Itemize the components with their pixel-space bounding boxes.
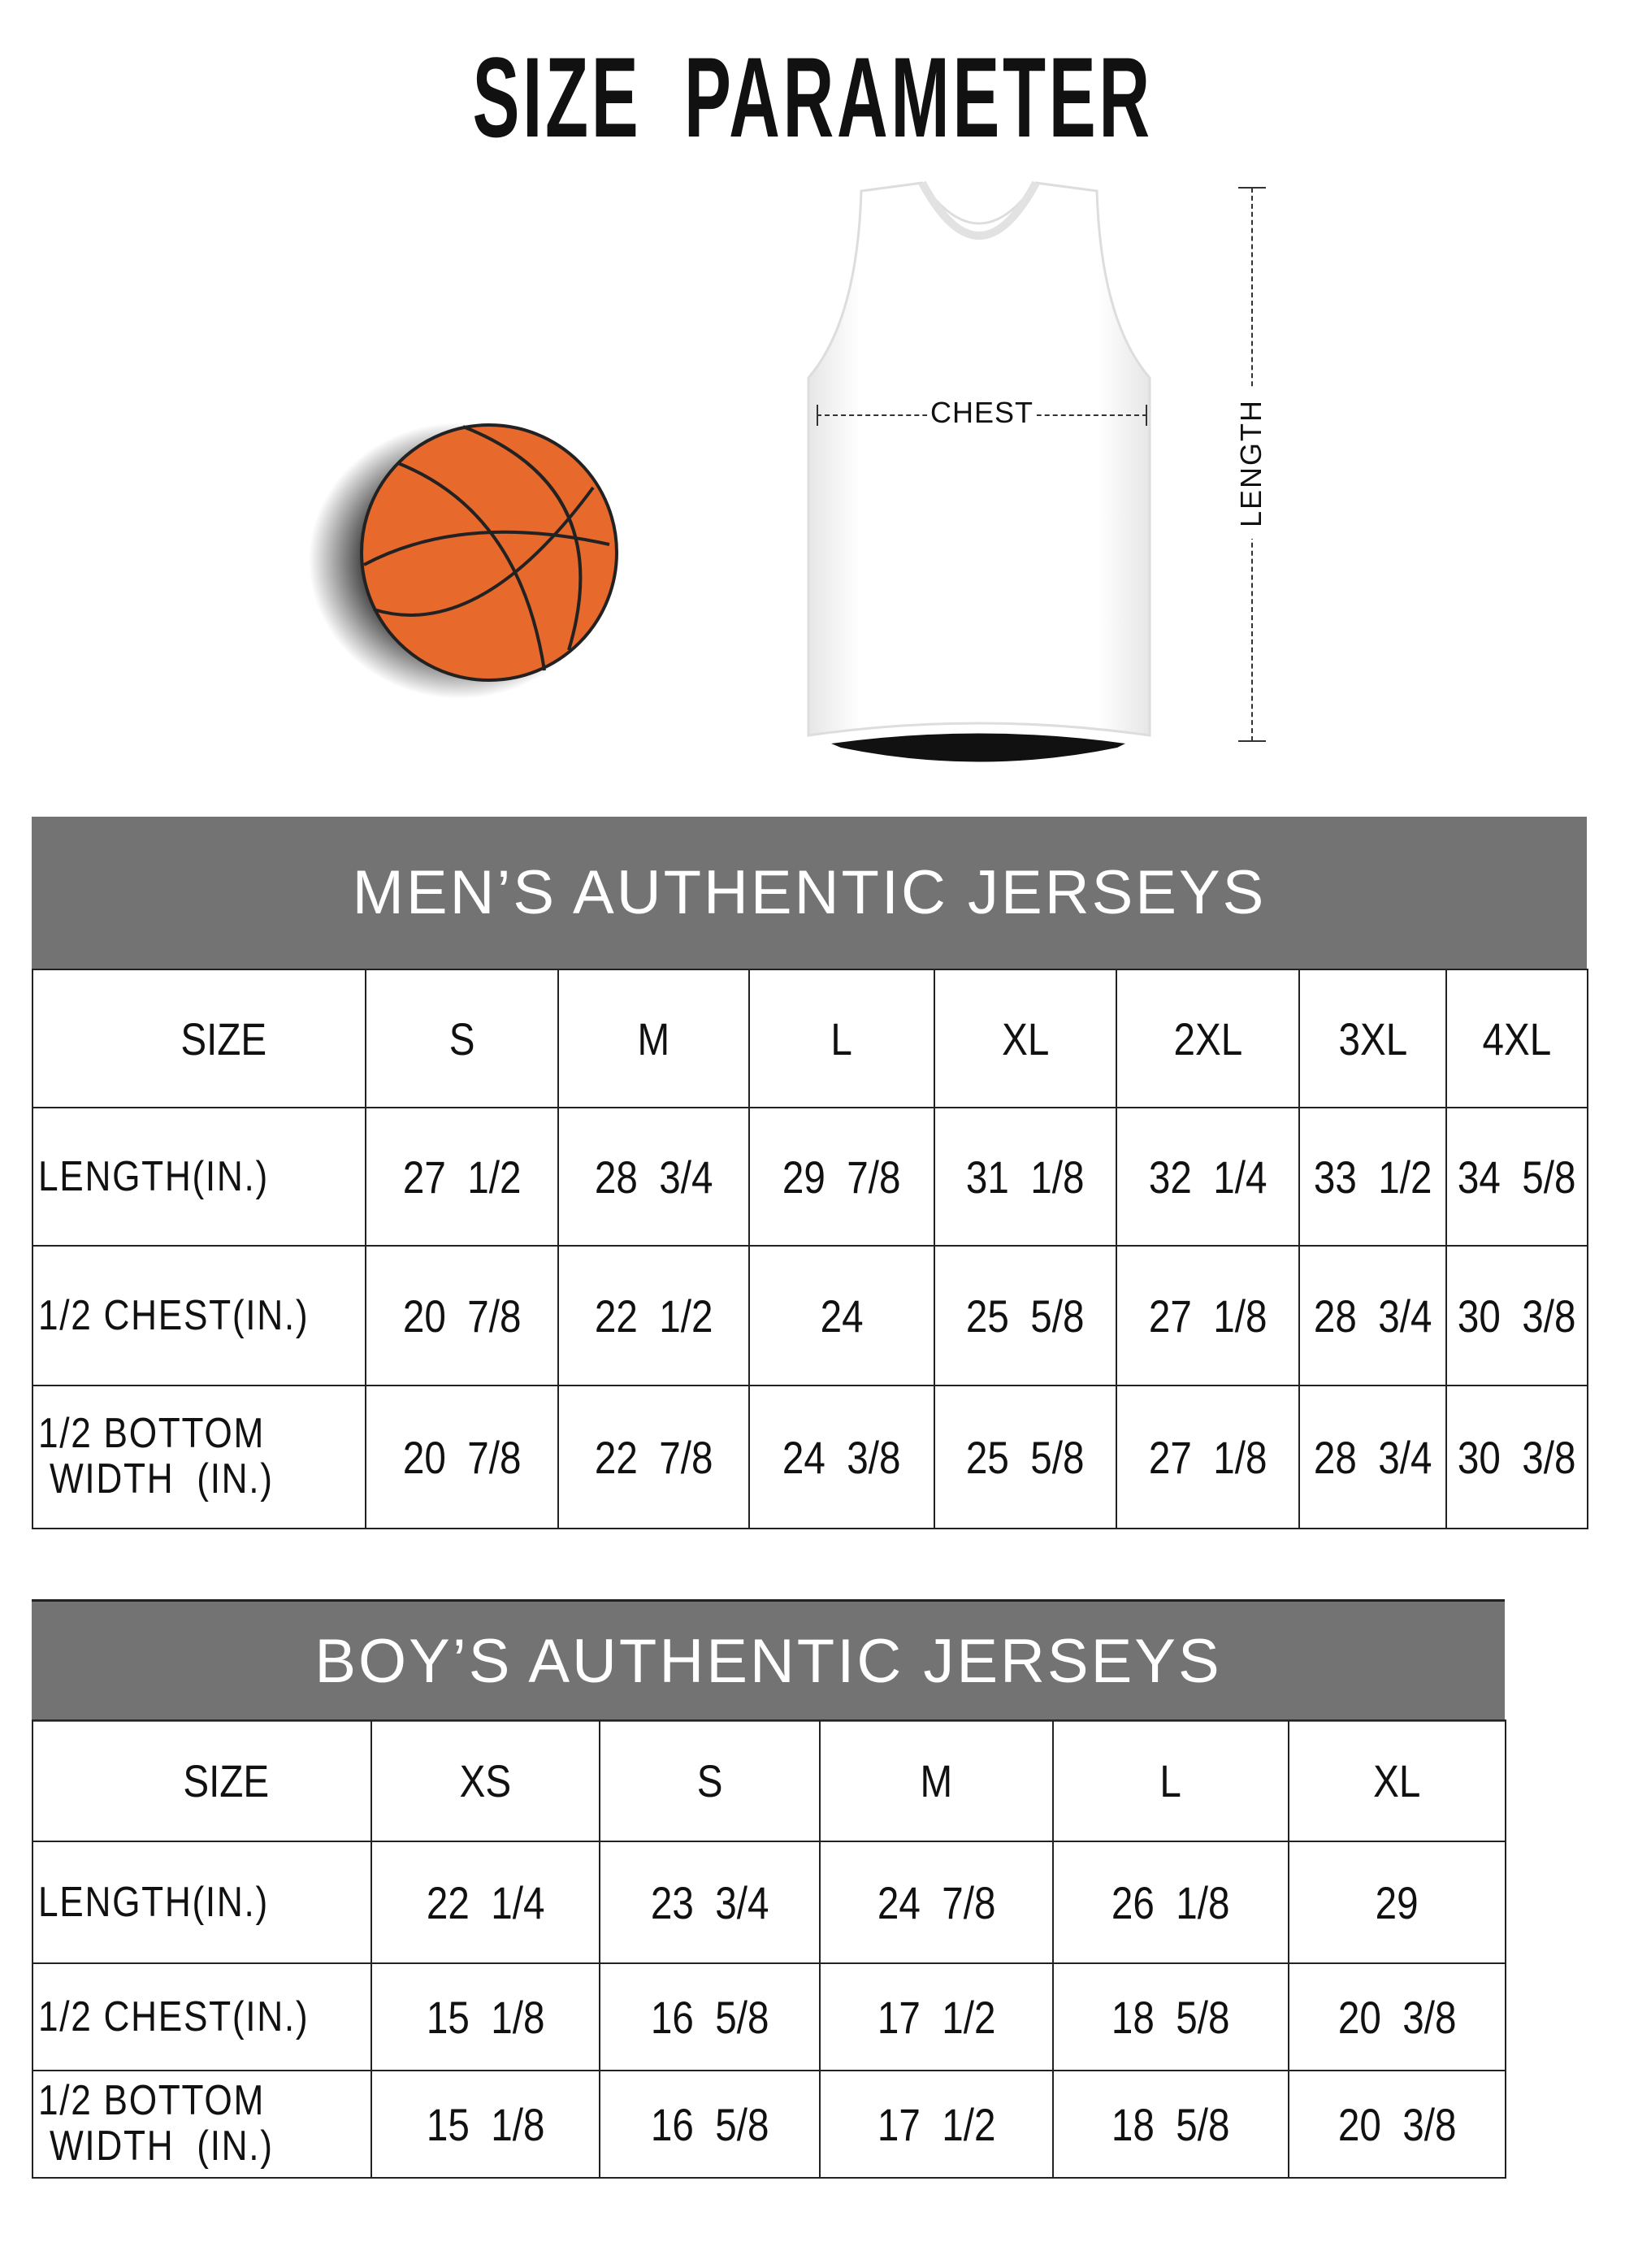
table-cell: 34 5/8 bbox=[1445, 1107, 1588, 1247]
table-cell: 31 1/8 bbox=[934, 1107, 1117, 1247]
size-column-header: M bbox=[557, 969, 750, 1108]
size-column-header: M bbox=[819, 1719, 1054, 1842]
size-column-header: L bbox=[1052, 1719, 1289, 1842]
page-title: SIZE PARAMETER bbox=[472, 33, 1153, 161]
header-row: SIZE S M L XL 2XL 3XL 4XL bbox=[32, 969, 1588, 1108]
boys-size-table: SIZE XS S M L XL LENGTH(IN.) 22 1/4 23 3/4 24 7/8… bbox=[32, 1719, 1506, 2179]
size-column-header: S bbox=[365, 969, 559, 1108]
table-cell: 16 5/8 bbox=[599, 2070, 821, 2179]
table-cell: 16 5/8 bbox=[599, 1962, 821, 2071]
chest-label-wrap: CHEST bbox=[817, 396, 1147, 430]
table-cell: 25 5/8 bbox=[934, 1385, 1117, 1529]
table-cell: 20 3/8 bbox=[1288, 1962, 1506, 2071]
row-label: 1/2 BOTTOM WIDTH (IN.) bbox=[32, 1385, 366, 1529]
table-cell: 30 3/8 bbox=[1445, 1245, 1588, 1386]
table-cell: 20 7/8 bbox=[365, 1385, 559, 1529]
length-label: LENGTH bbox=[1234, 387, 1268, 540]
table-cell: 33 1/2 bbox=[1298, 1107, 1447, 1247]
size-column-header: XL bbox=[1288, 1719, 1506, 1842]
table-cell: 17 1/2 bbox=[819, 2070, 1054, 2179]
table-cell: 17 1/2 bbox=[819, 1962, 1054, 2071]
size-column-header: XL bbox=[934, 969, 1117, 1108]
row-label: LENGTH(IN.) bbox=[32, 1107, 366, 1247]
table-row: 1/2 BOTTOM WIDTH (IN.) 20 7/8 22 7/8 24 3/8… bbox=[32, 1385, 1588, 1529]
table-cell: 26 1/8 bbox=[1052, 1841, 1289, 1964]
mens-table-heading: MEN’S AUTHENTIC JERSEYS bbox=[32, 817, 1587, 969]
table-cell: 32 1/4 bbox=[1116, 1107, 1300, 1247]
table-cell: 18 5/8 bbox=[1052, 2070, 1289, 2179]
row-label: 1/2 CHEST(IN.) bbox=[32, 1962, 372, 2071]
row-label: 1/2 CHEST(IN.) bbox=[32, 1245, 366, 1386]
table-cell: 18 5/8 bbox=[1052, 1962, 1289, 2071]
size-header: SIZE bbox=[32, 969, 366, 1108]
length-tick-bottom bbox=[1238, 740, 1266, 742]
size-column-header: 2XL bbox=[1116, 969, 1300, 1108]
chest-tick-right bbox=[1146, 405, 1147, 426]
chest-label: CHEST bbox=[926, 396, 1037, 429]
table-row: 1/2 CHEST(IN.) 20 7/8 22 1/2 24 25 5/8 27 1/8… bbox=[32, 1245, 1588, 1386]
table-cell: 28 3/4 bbox=[1298, 1245, 1447, 1386]
mens-size-table: SIZE S M L XL 2XL 3XL 4XL LENGTH(IN.) 27 1/2 28 3/… bbox=[32, 969, 1588, 1529]
size-column-header: XS bbox=[370, 1719, 600, 1842]
table-cell: 24 7/8 bbox=[819, 1841, 1054, 1964]
table-cell: 27 1/8 bbox=[1116, 1245, 1300, 1386]
row-label: 1/2 BOTTOM WIDTH (IN.) bbox=[32, 2070, 372, 2179]
table-cell: 29 bbox=[1288, 1841, 1506, 1964]
size-header: SIZE bbox=[32, 1719, 372, 1842]
table-cell: 24 bbox=[748, 1245, 935, 1386]
length-tick-top bbox=[1238, 187, 1266, 189]
boys-table-heading: BOY’S AUTHENTIC JERSEYS bbox=[32, 1599, 1505, 1722]
table-cell: 28 3/4 bbox=[557, 1107, 750, 1247]
table-cell: 15 1/8 bbox=[370, 2070, 600, 2179]
size-column-header: 4XL bbox=[1445, 969, 1588, 1108]
table-cell: 27 1/2 bbox=[365, 1107, 559, 1247]
table-cell: 27 1/8 bbox=[1116, 1385, 1300, 1529]
chest-tick-left bbox=[817, 405, 818, 426]
table-cell: 20 3/8 bbox=[1288, 2070, 1506, 2179]
table-cell: 24 3/8 bbox=[748, 1385, 935, 1529]
size-column-header: 3XL bbox=[1298, 969, 1447, 1108]
table-cell: 25 5/8 bbox=[934, 1245, 1117, 1386]
table-cell: 30 3/8 bbox=[1445, 1385, 1588, 1529]
table-cell: 23 3/4 bbox=[599, 1841, 821, 1964]
table-row: LENGTH(IN.) 27 1/2 28 3/4 29 7/8 31 1/8 32 1/… bbox=[32, 1107, 1588, 1247]
table-cell: 29 7/8 bbox=[748, 1107, 935, 1247]
table-cell: 22 1/4 bbox=[370, 1841, 600, 1964]
length-label-wrap: LENGTH bbox=[1227, 382, 1276, 544]
basketball-icon bbox=[309, 423, 618, 699]
table-cell: 28 3/4 bbox=[1298, 1385, 1447, 1529]
size-column-header: S bbox=[599, 1719, 821, 1842]
row-label: LENGTH(IN.) bbox=[32, 1841, 372, 1964]
table-row: LENGTH(IN.) 22 1/4 23 3/4 24 7/8 26 1/8 29 bbox=[32, 1841, 1506, 1964]
table-row: 1/2 BOTTOM WIDTH (IN.) 15 1/8 16 5/8 17 1/2… bbox=[32, 2070, 1506, 2179]
table-row: 1/2 CHEST(IN.) 15 1/8 16 5/8 17 1/2 18 5/8 20… bbox=[32, 1962, 1506, 2071]
table-cell: 15 1/8 bbox=[370, 1962, 600, 2071]
table-cell: 20 7/8 bbox=[365, 1245, 559, 1386]
table-cell: 22 1/2 bbox=[557, 1245, 750, 1386]
size-column-header: L bbox=[748, 969, 935, 1108]
jersey-icon bbox=[807, 180, 1151, 762]
table-cell: 22 7/8 bbox=[557, 1385, 750, 1529]
header-row: SIZE XS S M L XL bbox=[32, 1719, 1506, 1842]
